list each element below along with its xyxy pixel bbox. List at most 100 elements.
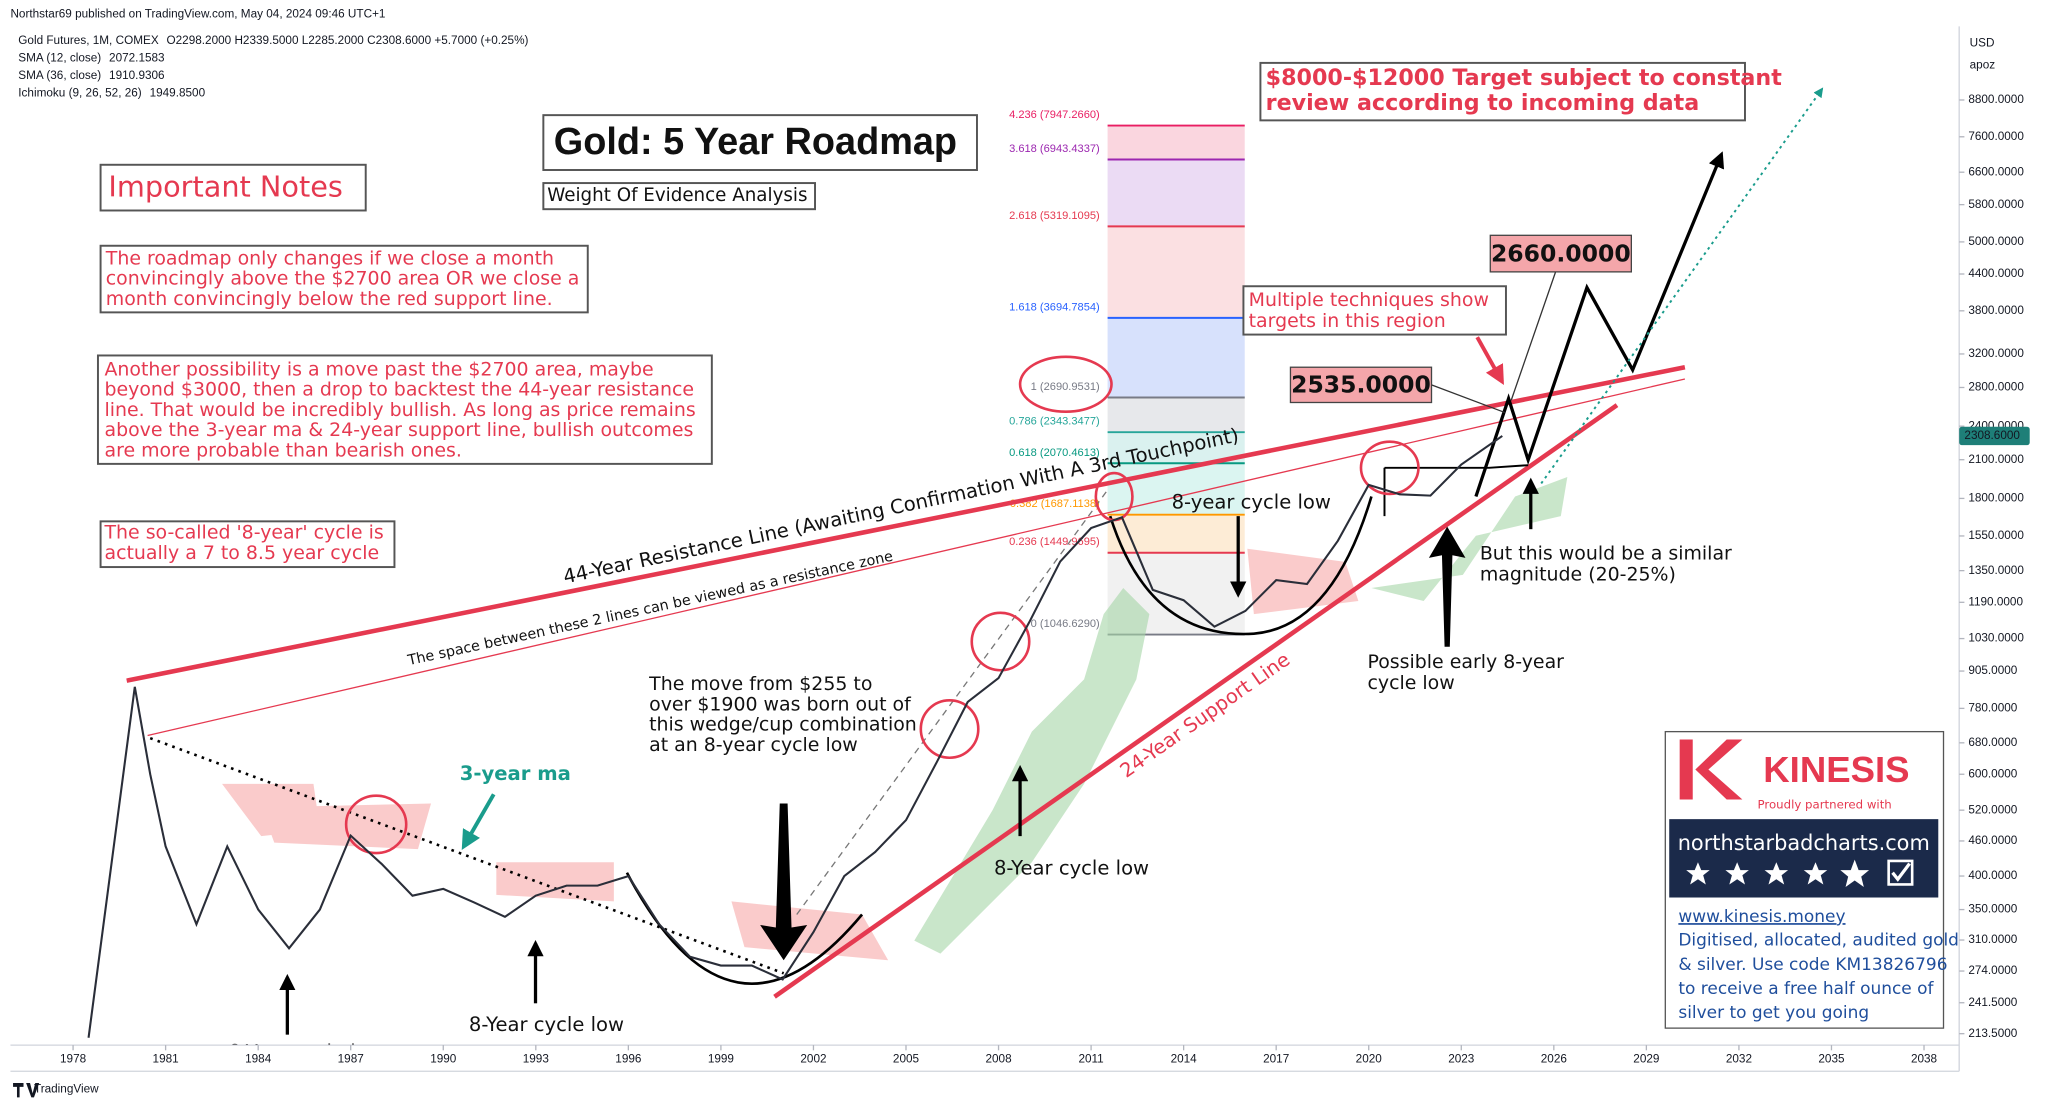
note-box [96, 354, 713, 465]
x-tick-label: 2011 [1078, 1053, 1103, 1066]
annotation: review according to incoming data [1266, 90, 1700, 116]
annotation: convincingly above the $2700 area OR we … [106, 268, 580, 290]
y-tick-label: 1350.0000 [1968, 564, 2024, 577]
x-tick-label: 2032 [1726, 1053, 1752, 1066]
annotation: But this would be a similar [1480, 543, 1732, 565]
x-tick-label: 2002 [800, 1053, 826, 1066]
stars [1686, 859, 1914, 888]
annotation: The move from $255 to [648, 673, 872, 695]
legend-label: SMA (36, close) [18, 69, 101, 82]
x-tick-label: 2017 [1263, 1053, 1289, 1066]
fib-label: 0.236 (1449.9695) [1009, 536, 1100, 548]
legend-label: Ichimoku (9, 26, 52, 26) [18, 86, 142, 99]
data-layer [87, 435, 1503, 1038]
y-tick-label: 3800.0000 [1968, 304, 2024, 317]
currency: USD [1970, 36, 1995, 49]
y-tick-label: 3200.0000 [1968, 347, 2024, 360]
x-tick-label: 2035 [1818, 1053, 1845, 1066]
annotation: actually a 7 to 8.5 year cycle [104, 542, 379, 564]
promo-line: silver to get you going [1678, 1003, 1869, 1023]
annotation: are more probable than bearish ones. [104, 439, 461, 461]
cloud [1247, 548, 1359, 615]
fib-label: 4.236 (7947.2660) [1009, 109, 1100, 121]
annotation: Multiple techniques show [1249, 289, 1489, 311]
logo [1695, 739, 1743, 800]
y-tick-label: 274.0000 [1968, 964, 2017, 977]
y-tick-label: 1800.0000 [1968, 492, 2024, 505]
x-tick-label: 1984 [245, 1053, 272, 1066]
note-box [1259, 61, 1746, 122]
scale-mode: apoz [1970, 59, 1996, 72]
annotation: this wedge/cup combination [649, 714, 917, 736]
resistance-line [126, 364, 1686, 683]
fib-band [1107, 397, 1245, 433]
annotation: Another possibility is a move past the $… [104, 358, 653, 380]
last-price-box [1959, 426, 2030, 446]
y-tick-label: 460.0000 [1968, 834, 2017, 847]
annotation: 8-Year cycle low [994, 856, 1149, 879]
x-tick-label: 1978 [60, 1053, 87, 1066]
y-tick-label: 400.0000 [1968, 869, 2017, 882]
callout-box [1289, 366, 1433, 404]
annotation: Possible early 8-year [1368, 651, 1565, 673]
annotation: magnitude (20-25%) [1480, 563, 1676, 585]
cup [1108, 496, 1373, 636]
fib-band [1107, 159, 1245, 227]
note-box [99, 520, 396, 569]
legend-label: SMA (12, close) [18, 51, 101, 64]
y-tick-label: 1190.0000 [1968, 595, 2023, 608]
legend-values: 1910.9306 [109, 69, 165, 82]
circle [344, 794, 408, 855]
fib-label: 0.786 (2343.3477) [1009, 416, 1100, 428]
projection-dotted [1540, 87, 1824, 485]
promo-brand: KINESIS [1763, 749, 1909, 790]
annotation: 8-year cycle low [1172, 491, 1331, 514]
x-tick-label: 1981 [153, 1053, 179, 1066]
fib-band [1107, 514, 1245, 553]
x-tick-label: 2026 [1541, 1053, 1568, 1066]
note-box [542, 114, 978, 171]
y-tick-label: 6600.0000 [1968, 165, 2024, 178]
annotation: at an 8-year cycle low [649, 734, 858, 756]
circle [1018, 355, 1113, 413]
resistance-zone-line [147, 378, 1686, 737]
support-line [773, 403, 1619, 999]
x-tick-label: 2023 [1448, 1053, 1475, 1066]
y-tick-label: 1030.0000 [1968, 632, 2024, 645]
annotation: cycle low [1368, 672, 1455, 694]
y-tick-label: 680.0000 [1968, 736, 2017, 749]
fib-layer: 4.236 (7947.2660) 3.618 (6943.4337) 2.618 … [1009, 109, 1245, 636]
circle [919, 698, 980, 760]
annotation: above the 3-year ma & 24-year support li… [104, 419, 693, 441]
y-tick-label: 780.0000 [1968, 701, 2017, 714]
cloud [222, 783, 432, 850]
arrow [1428, 526, 1466, 647]
promo-url[interactable]: www.kinesis.money [1678, 907, 1845, 927]
promo-line: & silver. Use code KM13826796 [1678, 955, 1947, 975]
range [1383, 464, 1529, 517]
arrow [461, 793, 496, 850]
y-tick-label: 2100.0000 [1968, 453, 2024, 466]
y-tick-label: 7600.0000 [1968, 130, 2024, 143]
circle [970, 611, 1031, 672]
footer-brand: TradingView [34, 1083, 99, 1096]
note-box [542, 182, 816, 211]
circle [1359, 440, 1420, 496]
logo [1679, 739, 1693, 800]
callout-leader [1510, 271, 1557, 401]
y-tick-label: 520.0000 [1968, 803, 2017, 816]
callout-label: 2535.0000 [1291, 371, 1431, 399]
x-tick-label: 2008 [985, 1053, 1012, 1066]
cloud [914, 587, 1150, 954]
x-axis-strip [0, 1045, 2048, 1108]
fib-band [1107, 226, 1245, 318]
y-tick-label: 310.0000 [1968, 933, 2017, 946]
annotation: The roadmap only changes if we close a m… [105, 247, 554, 269]
published-by: Northstar69 published on TradingView.com… [10, 8, 385, 21]
arrow [760, 803, 808, 961]
annotation: month convincingly below the red support… [106, 288, 553, 310]
fib-label: 1.618 (3694.7854) [1009, 301, 1100, 313]
annotation: beyond $3000, then a drop to backtest th… [104, 379, 694, 401]
x-tick-label: 1990 [430, 1053, 457, 1066]
